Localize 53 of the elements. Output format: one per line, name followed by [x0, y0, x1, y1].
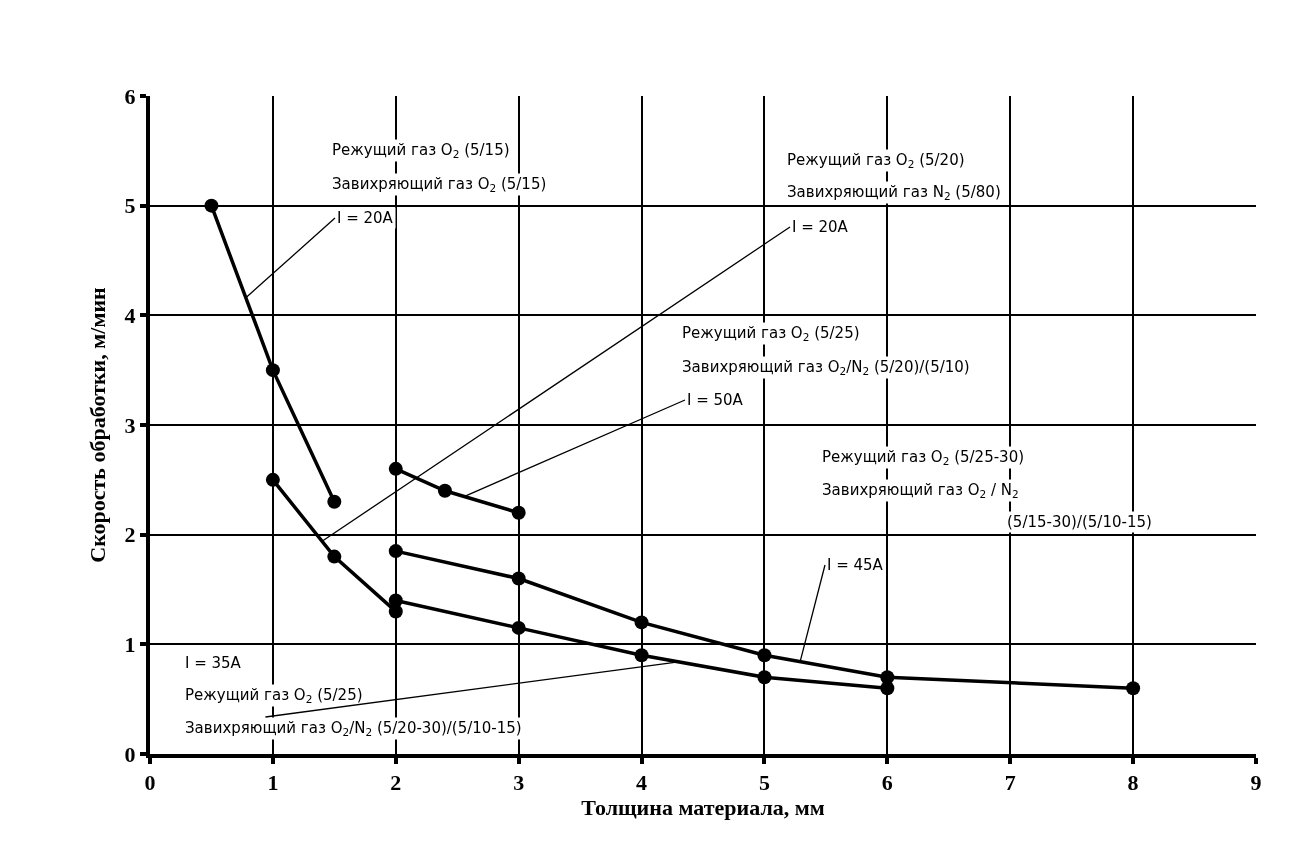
x-tick-label: 3	[513, 770, 525, 796]
x-tick-label: 9	[1250, 770, 1262, 796]
annotation: I = 20A	[337, 209, 394, 227]
annotation: Режущий газ O$_{2}$ (5/25)	[185, 686, 363, 706]
point	[388, 593, 403, 608]
annotation: Завихряющий газ O$_{2}$/N$_{2}$ (5/20-30)/(5/10-15)	[185, 719, 522, 739]
x-axis-title: Толщина материала, мм	[581, 795, 825, 821]
y-tick-label: 4	[124, 303, 136, 329]
y-tick-label: 6	[124, 83, 136, 109]
annotation: Завихряющий газ O$_{2}$ (5/15)	[332, 175, 547, 195]
annotation: I = 20A	[792, 218, 849, 236]
annotation: Режущий газ O$_{2}$ (5/25-30)	[822, 448, 1025, 468]
annotation: Завихряющий газ N$_{2}$ (5/80)	[787, 183, 1001, 203]
x-tick-label: 0	[144, 770, 156, 796]
x-tick-label: 4	[636, 770, 648, 796]
x-tick-label: 8	[1127, 770, 1139, 796]
point	[388, 461, 403, 476]
y-tick-label: 2	[124, 522, 136, 548]
y-tick-label: 0	[124, 741, 136, 767]
point	[265, 363, 280, 378]
point	[757, 648, 772, 663]
point	[880, 681, 895, 696]
y-tick-label: 3	[124, 412, 136, 438]
point	[437, 483, 452, 498]
point	[511, 620, 526, 635]
point	[265, 472, 280, 487]
point	[388, 544, 403, 559]
x-tick-label: 1	[267, 770, 279, 796]
annotation: Завихряющий газ O$_{2}$/N$_{2}$ (5/20)/(5/10)	[682, 358, 970, 378]
x-tick-label: 2	[390, 770, 402, 796]
point	[327, 549, 342, 564]
point	[634, 615, 649, 630]
annotation: Завихряющий газ O$_{2}$ / N$_{2}$	[822, 481, 1019, 501]
x-tick-label: 7	[1004, 770, 1016, 796]
y-tick-label: 5	[124, 193, 136, 219]
annotation: (5/15-30)/(5/10-15)	[1007, 513, 1152, 531]
point	[634, 648, 649, 663]
point	[204, 198, 219, 213]
point	[511, 505, 526, 520]
annotation: I = 50A	[687, 391, 744, 409]
x-tick-label: 6	[881, 770, 893, 796]
x-tick-label: 5	[758, 770, 770, 796]
annotation: Режущий газ O$_{2}$ (5/15)	[332, 141, 510, 161]
annotation: I = 35A	[185, 654, 242, 672]
point	[1126, 681, 1141, 696]
point	[757, 670, 772, 685]
annotation: Режущий газ O$_{2}$ (5/25)	[682, 324, 860, 344]
annotation: Режущий газ O$_{2}$ (5/20)	[787, 151, 965, 171]
y-axis-title: Скорость обработки, м/мин	[84, 286, 110, 563]
y-tick-label: 1	[124, 632, 136, 658]
annotation: I = 45A	[827, 556, 884, 574]
point	[327, 494, 342, 509]
point	[511, 571, 526, 586]
